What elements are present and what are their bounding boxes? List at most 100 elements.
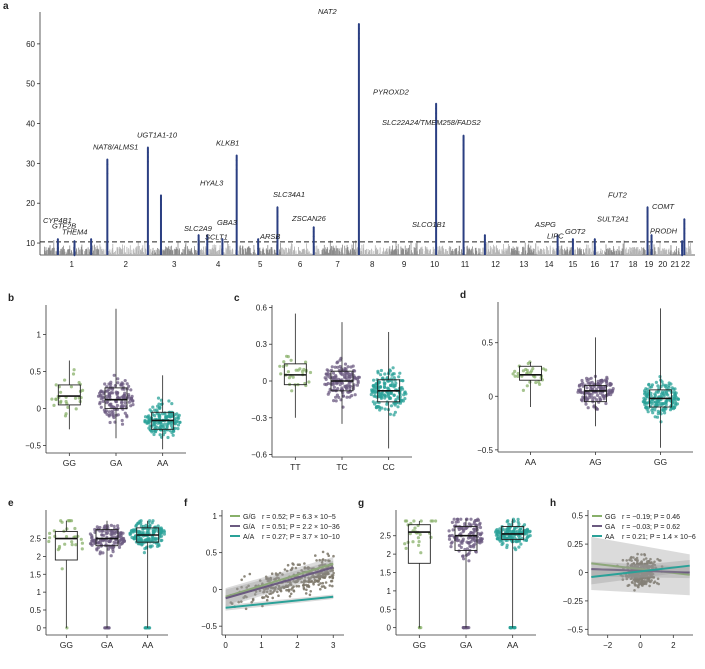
data-point — [319, 587, 322, 591]
snp-density — [562, 253, 563, 255]
peak-point — [257, 242, 260, 245]
data-point — [333, 365, 337, 369]
data-point — [109, 532, 113, 536]
data-point — [139, 519, 143, 523]
snp-density — [250, 253, 252, 255]
snp-density — [315, 252, 317, 255]
snp-density — [569, 253, 571, 255]
data-point — [649, 557, 652, 561]
snp-density — [191, 249, 193, 255]
snp-density — [630, 253, 631, 255]
snp-density — [63, 249, 65, 255]
snp-density — [510, 252, 511, 255]
data-point — [47, 539, 51, 544]
snp-density — [406, 248, 408, 255]
snp-density — [217, 250, 219, 255]
snp-density — [141, 248, 143, 255]
peak-point — [235, 168, 238, 171]
x-tick-label: AA — [525, 457, 537, 467]
data-point — [285, 588, 288, 592]
data-point — [544, 368, 548, 372]
snp-density — [668, 251, 670, 255]
snp-density — [133, 249, 135, 255]
peak-point — [593, 252, 596, 255]
data-point — [269, 586, 273, 590]
chromosome-tick-label: 3 — [172, 260, 177, 269]
snp-density — [254, 252, 256, 255]
data-point — [158, 414, 162, 418]
snp-density — [371, 252, 373, 255]
data-point — [237, 600, 240, 604]
peak-point — [197, 234, 200, 236]
peak-point — [276, 220, 279, 223]
data-point — [159, 529, 163, 533]
data-point — [478, 521, 482, 525]
snp-density — [532, 252, 533, 255]
data-point — [650, 385, 654, 389]
snp-density — [240, 245, 241, 255]
snp-density — [178, 250, 180, 255]
y-tick-label: 50 — [26, 80, 35, 89]
data-point — [240, 585, 243, 589]
data-point — [650, 408, 654, 412]
data-point — [60, 567, 64, 571]
data-point — [640, 580, 644, 583]
snp-density — [559, 252, 561, 255]
data-point — [323, 376, 327, 380]
snp-density — [621, 251, 622, 255]
data-point — [673, 394, 677, 398]
y-tick-label: −0.25 — [563, 597, 584, 606]
x-tick-label: CC — [383, 462, 395, 472]
snp-density — [162, 250, 164, 255]
snp-density — [114, 252, 115, 255]
data-point — [105, 412, 109, 416]
snp-density — [354, 249, 356, 255]
snp-density — [469, 249, 471, 255]
snp-density — [614, 251, 615, 255]
data-point — [412, 519, 416, 523]
snp-density — [275, 253, 277, 255]
snp-density — [336, 248, 338, 255]
snp-density — [151, 252, 153, 255]
snp-density — [669, 252, 670, 255]
data-point — [131, 403, 135, 407]
data-point — [462, 557, 466, 561]
data-point — [66, 519, 70, 523]
snp-density — [481, 252, 483, 255]
snp-density — [625, 247, 627, 255]
data-point — [625, 577, 629, 581]
peak-point — [257, 252, 260, 255]
data-point — [285, 363, 289, 367]
snp-density — [452, 251, 454, 255]
y-tick-label: 1.5 — [380, 569, 392, 578]
peak-label: GOT2 — [565, 227, 586, 236]
data-point — [636, 562, 639, 566]
peak-point — [572, 247, 574, 250]
data-point — [344, 376, 348, 380]
snp-density — [446, 250, 448, 255]
data-point — [641, 564, 645, 568]
snp-density — [497, 251, 499, 255]
snp-density — [648, 252, 650, 255]
data-point — [135, 522, 139, 526]
data-point — [176, 427, 180, 431]
snp-density — [262, 249, 263, 255]
snp-density — [403, 249, 404, 255]
data-point — [636, 575, 639, 579]
snp-density — [213, 250, 215, 255]
data-point — [334, 377, 338, 381]
legend: G/G r = 0.52; P = 6.3 × 10−5G/A r = 0.51; … — [230, 514, 340, 541]
snp-density — [578, 249, 580, 255]
snp-density — [530, 253, 531, 255]
data-point — [327, 390, 331, 394]
snp-density — [45, 247, 47, 255]
snp-density — [657, 247, 659, 255]
snp-density — [249, 252, 251, 255]
data-point — [521, 388, 526, 392]
data-point — [640, 575, 644, 578]
data-point — [656, 384, 660, 388]
snp-density — [201, 250, 203, 255]
data-point — [321, 558, 325, 561]
data-point — [450, 533, 454, 538]
